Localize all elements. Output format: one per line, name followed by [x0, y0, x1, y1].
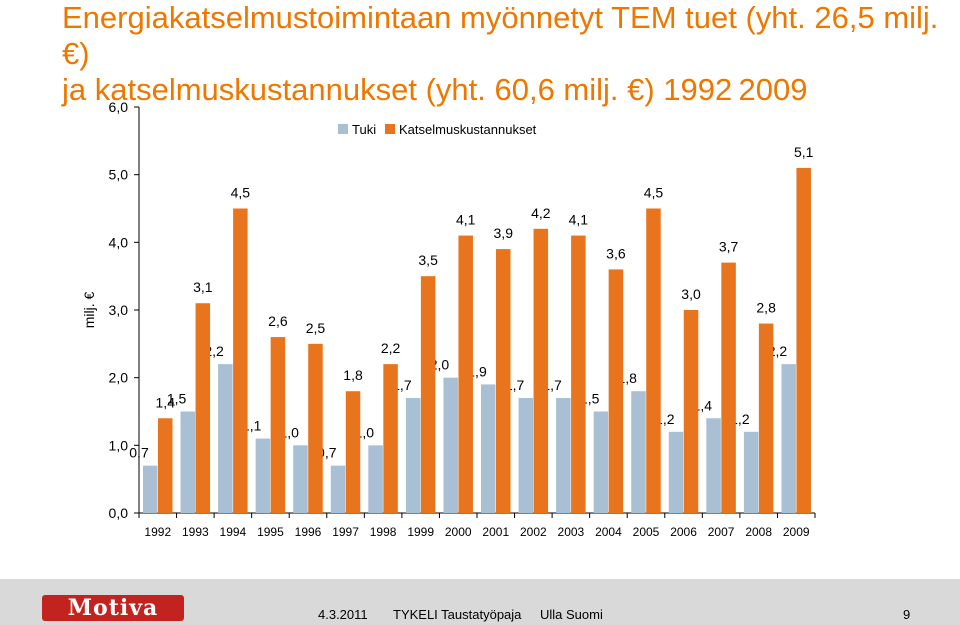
bar-tuki [368, 445, 383, 513]
footer-date: 4.3.2011 [318, 607, 368, 622]
bar-tuki [180, 411, 196, 513]
bar-tuki [556, 397, 571, 513]
slide-title: Energiakatselmustoimintaan myönnetyt TEM… [62, 0, 952, 108]
footer-event: TYKELI Taustatyöpaja [393, 607, 522, 622]
y-tick-label: 4,0 [109, 234, 129, 250]
x-tick-label: 1999 [407, 525, 434, 539]
bar-tuki [405, 397, 421, 513]
data-label: 4,5 [644, 185, 664, 201]
motiva-logo: Motiva [42, 595, 184, 621]
data-label: 4,1 [569, 212, 589, 228]
bar-katselmus [308, 343, 323, 513]
bar-katselmus [345, 391, 361, 513]
bar-katselmus [158, 418, 173, 513]
bar-katselmus [195, 303, 211, 513]
y-tick-label: 5,0 [109, 167, 129, 183]
y-tick-label: 2,0 [109, 370, 129, 386]
footer-author: Ulla Suomi [540, 607, 603, 622]
x-tick-label: 2006 [670, 525, 697, 539]
footer-page-number: 9 [903, 607, 911, 622]
bar-tuki [518, 397, 534, 513]
x-tick-label: 1998 [370, 525, 397, 539]
x-tick-label: 1997 [332, 525, 359, 539]
data-label: 4,2 [531, 205, 551, 221]
bar-katselmus [608, 269, 624, 513]
x-tick-label: 2001 [482, 525, 509, 539]
bar-katselmus [383, 364, 398, 513]
data-label: 0,7 [129, 445, 149, 461]
data-label: 3,5 [418, 252, 438, 268]
bar-tuki [293, 445, 308, 513]
bar-tuki [143, 465, 158, 513]
y-tick-label: 0,0 [109, 505, 129, 521]
x-tick-label: 2009 [783, 525, 810, 539]
bar-tuki [481, 384, 496, 513]
x-tick-label: 1993 [182, 525, 209, 539]
x-tick-label: 2002 [520, 525, 547, 539]
data-label: 1,4 [156, 394, 176, 410]
x-tick-label: 1994 [220, 525, 247, 539]
data-label: 3,0 [681, 286, 701, 302]
bar-tuki [743, 431, 759, 513]
data-label: 2,2 [381, 340, 401, 356]
bar-katselmus [571, 235, 586, 514]
bar-tuki [255, 438, 271, 513]
x-tick-label: 1995 [257, 525, 284, 539]
data-label: 1,5 [167, 391, 187, 407]
bar-katselmus [758, 323, 774, 513]
y-tick-label: 6,0 [109, 99, 129, 115]
x-tick-label: 2004 [595, 525, 622, 539]
bar-tuki [593, 411, 609, 513]
bar-tuki [706, 418, 721, 513]
legend-label-katselmus: Katselmuskustannukset [399, 122, 537, 137]
logo-text: Motiva [67, 595, 159, 621]
x-tick-label: 1996 [295, 525, 322, 539]
bar-katselmus [721, 262, 736, 513]
bar-chart: 0,0 1,0 2,0 3,0 4,0 5,0 6,0 milj. € 1992 1993 1994… [81, 99, 816, 539]
bar-katselmus [233, 208, 248, 513]
bar-katselmus [533, 228, 549, 514]
bar-katselmus [646, 208, 661, 513]
data-label: 4,5 [231, 185, 251, 201]
x-tick-label: 2003 [558, 525, 585, 539]
y-tick-label: 3,0 [109, 302, 129, 318]
bar-katselmus [683, 310, 699, 513]
legend-swatch-katselmus [385, 124, 395, 134]
title-line-1: Energiakatselmustoimintaan myönnetyt TEM… [62, 0, 939, 71]
data-label: 5,1 [794, 144, 814, 160]
data-label: 3,1 [193, 279, 213, 295]
data-label: 3,9 [494, 225, 514, 241]
bar-katselmus [796, 167, 811, 513]
x-tick-label: 2007 [708, 525, 735, 539]
legend-label-tuki: Tuki [352, 122, 376, 137]
y-tick-label: 1,0 [109, 437, 129, 453]
x-tick-label: 2000 [445, 525, 472, 539]
data-label: 2,6 [268, 313, 288, 329]
bar-katselmus [270, 337, 286, 513]
bar-katselmus [420, 276, 436, 513]
legend-swatch-tuki [338, 124, 348, 134]
bar-tuki [443, 377, 458, 513]
data-label: 2,8 [756, 300, 776, 316]
data-label: 3,7 [719, 239, 739, 255]
x-tick-label: 1992 [144, 525, 171, 539]
bar-tuki [668, 431, 684, 513]
data-label: 2,5 [306, 320, 326, 336]
y-axis-label: milj. € [81, 292, 97, 329]
bar-tuki [330, 465, 346, 513]
bar-tuki [631, 391, 646, 513]
bar-tuki [218, 364, 233, 513]
data-label: 3,6 [606, 245, 626, 261]
bar-katselmus [496, 249, 511, 513]
title-line-2: ja katselmuskustannukset (yht. 60,6 milj… [62, 72, 808, 107]
x-tick-label: 2005 [633, 525, 660, 539]
x-tick-label: 2008 [745, 525, 772, 539]
bar-katselmus [458, 235, 473, 514]
bar-tuki [781, 364, 796, 513]
data-label: 4,1 [456, 212, 476, 228]
data-label: 1,8 [343, 367, 363, 383]
